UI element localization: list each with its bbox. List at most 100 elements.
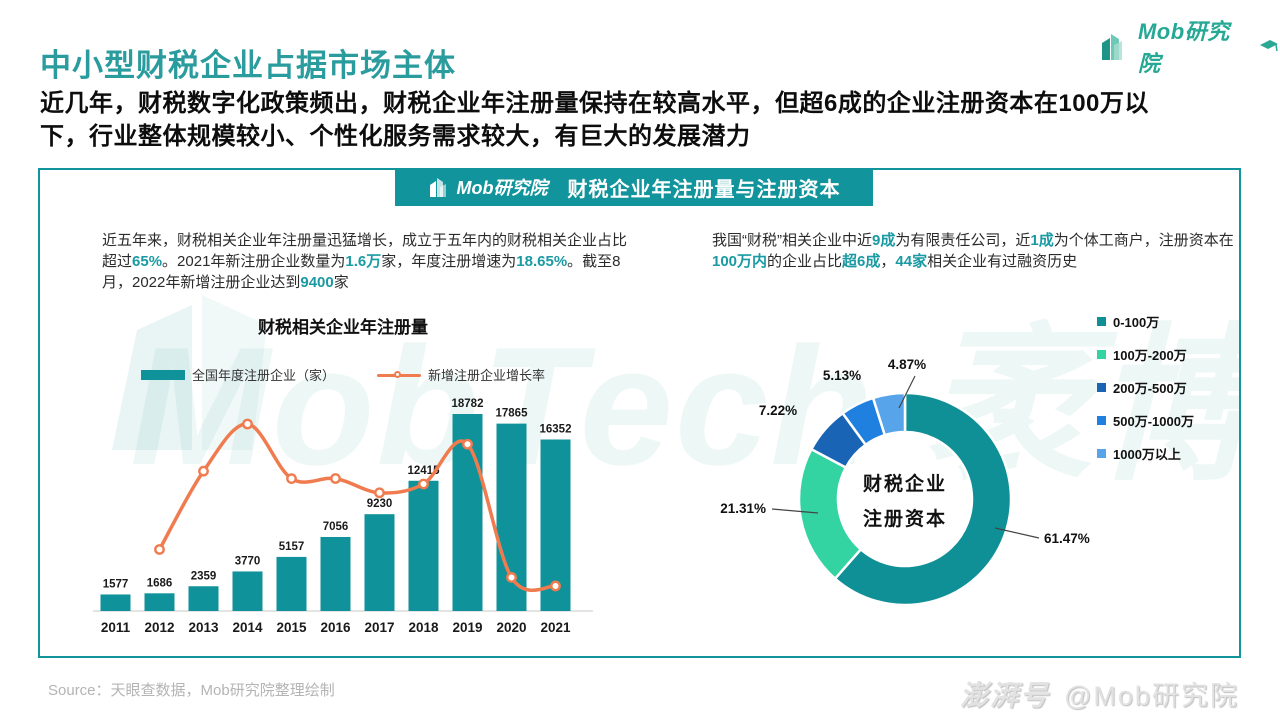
line-series-swatch: [377, 370, 421, 380]
text-run: 近五年来，财税相关企业年注册量迅猛增长，成立于五年内的财税相关企业占比超过: [102, 232, 628, 270]
bar-value-2017: 9230: [367, 498, 393, 510]
legend-label: 1000万以上: [1113, 447, 1181, 462]
x-tick-2011: 2011: [101, 620, 131, 635]
x-tick-2019: 2019: [452, 620, 482, 635]
bar-series-label: 全国年度注册企业（家）: [191, 368, 335, 383]
bar-value-2014: 3770: [235, 555, 261, 567]
donut-chart: 61.47% 21.31% 7.22% 5.13% 4.87% 财税企业 注册资本: [692, 342, 1102, 632]
highlighted-stat: 超6成: [842, 253, 881, 270]
text-run: 为个体工商户，注册资本在: [1053, 232, 1234, 249]
x-tick-2015: 2015: [276, 620, 307, 635]
text-run: 家: [333, 274, 349, 291]
x-tick-2016: 2016: [320, 620, 351, 635]
legend-swatch: [1097, 350, 1106, 359]
donut-slice-100万-200万: [797, 447, 863, 581]
donut-legend-item-0-100万: 0-100万: [1097, 312, 1194, 331]
graduation-cap-icon: [1260, 40, 1279, 52]
paragraph-registrations: 近五年来，财税相关企业年注册量迅猛增长，成立于五年内的财税相关企业占比超过65%…: [102, 230, 639, 293]
growth-point-2014: [242, 418, 253, 430]
legend-item-line: 新增注册企业增长率: [377, 365, 545, 384]
x-tick-2018: 2018: [408, 620, 439, 635]
mob-building-icon: [1101, 34, 1122, 60]
text-run: 我国“财税”相关企业中近: [712, 232, 872, 249]
bar-2017: [364, 514, 395, 611]
mob-building-icon-white: [429, 178, 446, 197]
pengpai-account-text: @Mob研究院: [1064, 681, 1239, 711]
bar-line-chart: 财税相关企业年注册量 全国年度注册企业（家） 新增注册企业增长率 1577 201…: [87, 313, 599, 644]
card-badge: Mob研究院 财税企业年注册量与注册资本: [395, 168, 873, 206]
legend-label: 500万-1000万: [1113, 414, 1194, 429]
legend-label: 0-100万: [1113, 315, 1160, 330]
text-run: 相关企业有过融资历史: [927, 253, 1078, 270]
badge-title: 财税企业年注册量与注册资本: [567, 178, 841, 201]
bar-value-2013: 2359: [191, 570, 217, 582]
leader-line-0-100万: [994, 527, 1040, 539]
text-run: 。2021年新注册企业数量为: [162, 253, 346, 270]
growth-point-2019: [462, 438, 473, 450]
bar-chart-title: 财税相关企业年注册量: [258, 318, 428, 337]
bar-2018: [408, 480, 439, 611]
bar-value-2019: 18782: [452, 398, 484, 410]
bar-value-2016: 7056: [323, 521, 349, 533]
bar-2020: [496, 423, 527, 611]
text-run: 。截至8月，2022年新增注册企业达到: [102, 253, 621, 291]
legend-swatch: [1097, 449, 1106, 458]
donut-legend-item-500万-1000万: 500万-1000万: [1097, 411, 1194, 430]
x-tick-2012: 2012: [144, 620, 174, 635]
highlighted-stat: 44家: [895, 253, 928, 270]
legend-label: 200万-500万: [1113, 381, 1187, 396]
bar-2015: [276, 556, 307, 611]
growth-point-2015: [286, 473, 297, 485]
donut-center-line-1: 财税企业: [863, 472, 947, 495]
donut-label-0-100万: 61.47%: [1044, 531, 1090, 546]
bar-chart-legend: 全国年度注册企业（家） 新增注册企业增长率: [87, 365, 599, 384]
bar-value-2021: 16352: [540, 423, 572, 435]
leader-line-1000万以上: [898, 375, 916, 409]
legend-label: 100万-200万: [1113, 348, 1187, 363]
bar-2016: [320, 536, 351, 611]
x-tick-2021: 2021: [540, 620, 571, 635]
highlighted-stat: 1成: [1030, 232, 1054, 249]
highlighted-stat: 100万内: [712, 253, 768, 270]
page-title: 中小型财税企业占据市场主体: [40, 48, 456, 83]
growth-point-2013: [198, 465, 209, 477]
x-tick-2013: 2013: [188, 620, 219, 635]
growth-point-2018: [418, 478, 429, 490]
legend-item-bars: 全国年度注册企业（家）: [140, 365, 335, 384]
highlighted-stat: 9成: [872, 232, 896, 249]
highlighted-stat: 65%: [132, 253, 163, 270]
paragraph-capital: 我国“财税”相关企业中近9成为有限责任公司，近1成为个体工商户，注册资本在 100…: [712, 230, 1239, 272]
donut-label-1000万以上: 4.87%: [888, 357, 926, 372]
brand-logo: Mob研究院: [1098, 14, 1280, 78]
donut-legend-item-100万-200万: 100万-200万: [1097, 345, 1194, 364]
donut-center-line-2: 注册资本: [863, 507, 947, 530]
text-run: 的企业占比: [767, 253, 843, 270]
bar-value-2015: 5157: [279, 541, 305, 553]
bar-chart-canvas: 1577 2011 1686 2012 2359 2013 3770 2014 5157 2015…: [93, 398, 593, 635]
growth-point-2016: [330, 473, 341, 484]
donut-label-100万-200万: 21.31%: [720, 501, 766, 516]
footer-watermark: 澎湃号 @Mob研究院: [960, 674, 1239, 714]
text-run: ，: [880, 253, 896, 270]
growth-point-2020: [506, 572, 517, 583]
legend-swatch: [1097, 416, 1106, 425]
infographic-card: MobTech 袤博 Mob研究院 财税企业年注册量与注册资本 近五年来，财税相…: [38, 168, 1241, 658]
badge-logo-text: Mob研究院: [456, 178, 548, 198]
highlighted-stat: 1.6万: [345, 253, 382, 270]
x-tick-2014: 2014: [232, 620, 263, 635]
highlighted-stat: 9400: [300, 274, 334, 291]
highlighted-stat: 18.65%: [516, 253, 568, 270]
bar-series-swatch: [140, 369, 185, 380]
bar-2012: [144, 593, 175, 611]
bar-value-2020: 17865: [496, 408, 529, 420]
donut-label-200万-500万: 7.22%: [759, 403, 797, 418]
bar-value-2011: 1577: [103, 578, 129, 590]
bar-value-2012: 1686: [147, 577, 173, 589]
line-series-label: 新增注册企业增长率: [428, 368, 546, 383]
brand-logo-text: Mob研究院: [1137, 19, 1230, 76]
badge-logo: Mob研究院: [428, 174, 548, 200]
legend-swatch: [1097, 317, 1106, 326]
donut-legend-item-1000万以上: 1000万以上: [1097, 444, 1194, 463]
growth-point-2021: [550, 580, 561, 592]
source-note: Source：天眼查数据，Mob研究院整理绘制: [48, 682, 335, 699]
